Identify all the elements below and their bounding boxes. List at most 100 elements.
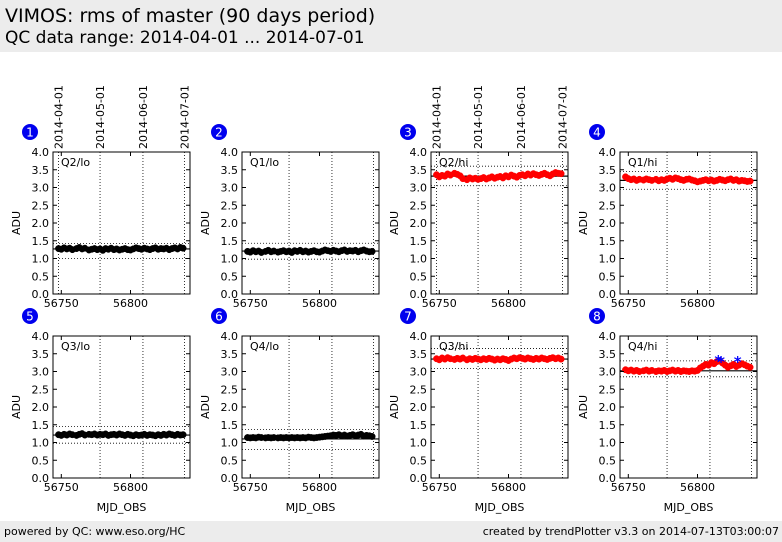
y-tick-label-1-6: 3.0: [32, 182, 50, 195]
y-tick-label-5-5: 2.5: [32, 383, 50, 396]
y-tick-label-7-1: 0.5: [410, 454, 428, 467]
y-tick-label-4-7: 3.5: [599, 164, 617, 177]
y-tick-label-4-8: 4.0: [599, 146, 617, 159]
y-tick-label-2-0: 0.0: [221, 288, 239, 301]
page-subtitle: QC data range: 2014-04-01 ... 2014-07-01: [5, 28, 365, 48]
y-tick-label-8-6: 3.0: [599, 366, 617, 379]
x-axis-label-6: MJD_OBS: [286, 501, 336, 514]
y-tick-label-1-4: 2.0: [32, 217, 50, 230]
x-tick-label-3-1: 56800: [491, 297, 526, 310]
panel-badge-number-2: 2: [215, 126, 223, 140]
y-tick-label-1-1: 0.5: [32, 270, 50, 283]
date-tick-label-3-1: 2014-05-01: [472, 85, 485, 149]
y-tick-label-3-6: 3.0: [410, 182, 428, 195]
y-tick-label-8-8: 4.0: [599, 330, 617, 343]
panel-badge-8: [589, 308, 605, 324]
y-tick-label-1-7: 3.5: [32, 164, 50, 177]
x-tick-label-4-1: 56800: [680, 297, 715, 310]
x-tick-label-2-1: 56800: [302, 297, 337, 310]
footer-credit-link[interactable]: powered by QC: www.eso.org/HC: [4, 525, 186, 538]
y-tick-label-6-0: 0.0: [221, 472, 239, 485]
y-tick-label-8-3: 1.5: [599, 419, 617, 432]
x-axis-label-8: MJD_OBS: [664, 501, 714, 514]
panel-label-8: Q4/hi: [628, 340, 657, 353]
y-tick-label-4-3: 1.5: [599, 235, 617, 248]
y-axis-label-7: ADU: [388, 395, 401, 419]
y-tick-label-5-1: 0.5: [32, 454, 50, 467]
panel-badge-number-7: 7: [404, 310, 412, 324]
x-axis-label-5: MJD_OBS: [97, 501, 147, 514]
x-tick-label-6-0: 56750: [233, 481, 268, 494]
y-tick-label-6-4: 2.0: [221, 401, 239, 414]
y-tick-label-2-7: 3.5: [221, 164, 239, 177]
panel-label-4: Q1/hi: [628, 156, 657, 169]
x-tick-label-3-0: 56750: [422, 297, 457, 310]
x-tick-label-6-1: 56800: [302, 481, 337, 494]
y-tick-label-7-2: 1.0: [410, 437, 428, 450]
y-tick-label-5-2: 1.0: [32, 437, 50, 450]
date-tick-label-3-3: 2014-07-01: [556, 85, 569, 149]
x-tick-label-2-0: 56750: [233, 297, 268, 310]
y-tick-label-1-3: 1.5: [32, 235, 50, 248]
plot-frame-4: [619, 151, 758, 295]
panel-badge-2: [211, 124, 227, 140]
x-tick-label-4-0: 56750: [611, 297, 646, 310]
data-point-4-44: [746, 177, 754, 185]
y-tick-label-1-2: 1.0: [32, 253, 50, 266]
y-tick-label-3-8: 4.0: [410, 146, 428, 159]
data-point-3-44: [557, 170, 565, 178]
y-axis-label-8: ADU: [577, 395, 590, 419]
plot-frame-6: [241, 335, 380, 479]
data-point-7-44: [557, 355, 565, 363]
page-title: VIMOS: rms of master (90 days period): [5, 5, 376, 27]
y-tick-label-4-5: 2.5: [599, 199, 617, 212]
header-bar: VIMOS: rms of master (90 days period) QC…: [0, 0, 782, 52]
y-tick-label-3-3: 1.5: [410, 235, 428, 248]
y-axis-label-5: ADU: [10, 395, 23, 419]
data-point-2-44: [368, 247, 376, 255]
y-tick-label-2-3: 1.5: [221, 235, 239, 248]
y-tick-label-2-1: 0.5: [221, 270, 239, 283]
data-point-6-44: [368, 433, 376, 440]
y-tick-label-3-5: 2.5: [410, 199, 428, 212]
y-tick-label-4-6: 3.0: [599, 182, 617, 195]
x-tick-label-8-1: 56800: [680, 481, 715, 494]
panel-label-7: Q3/hi: [439, 340, 468, 353]
y-tick-label-7-7: 3.5: [410, 348, 428, 361]
x-tick-label-5-0: 56750: [44, 481, 79, 494]
panel-label-3: Q2/hi: [439, 156, 468, 169]
y-tick-label-3-1: 0.5: [410, 270, 428, 283]
y-tick-label-7-8: 4.0: [410, 330, 428, 343]
y-axis-label-4: ADU: [577, 211, 590, 235]
x-tick-label-8-0: 56750: [611, 481, 646, 494]
y-tick-label-1-0: 0.0: [32, 288, 50, 301]
y-tick-label-3-4: 2.0: [410, 217, 428, 230]
y-tick-label-3-0: 0.0: [410, 288, 428, 301]
y-tick-label-6-7: 3.5: [221, 348, 239, 361]
y-tick-label-2-2: 1.0: [221, 253, 239, 266]
y-tick-label-8-2: 1.0: [599, 437, 617, 450]
data-point-1-44: [179, 244, 187, 252]
y-tick-label-8-7: 3.5: [599, 348, 617, 361]
y-tick-label-8-1: 0.5: [599, 454, 617, 467]
y-tick-label-2-5: 2.5: [221, 199, 239, 212]
footer-created-by: created by trendPlotter v3.3 on 2014-07-…: [482, 525, 779, 538]
y-tick-label-7-3: 1.5: [410, 419, 428, 432]
panel-badge-number-8: 8: [593, 310, 601, 324]
y-tick-label-6-3: 1.5: [221, 419, 239, 432]
panel-badge-4: [589, 124, 605, 140]
panel-badge-6: [211, 308, 227, 324]
y-tick-label-5-8: 4.0: [32, 330, 50, 343]
x-tick-label-1-1: 56800: [113, 297, 148, 310]
panel-badge-number-3: 3: [404, 126, 412, 140]
y-tick-label-5-3: 1.5: [32, 419, 50, 432]
plot-frame-5: [52, 335, 191, 479]
y-tick-label-3-2: 1.0: [410, 253, 428, 266]
panel-badge-5: [22, 308, 38, 324]
y-tick-label-8-5: 2.5: [599, 383, 617, 396]
y-tick-label-6-1: 0.5: [221, 454, 239, 467]
data-point-5-44: [179, 431, 187, 439]
date-tick-label-1-0: 2014-04-01: [53, 85, 66, 149]
panel-label-6: Q4/lo: [250, 340, 279, 353]
